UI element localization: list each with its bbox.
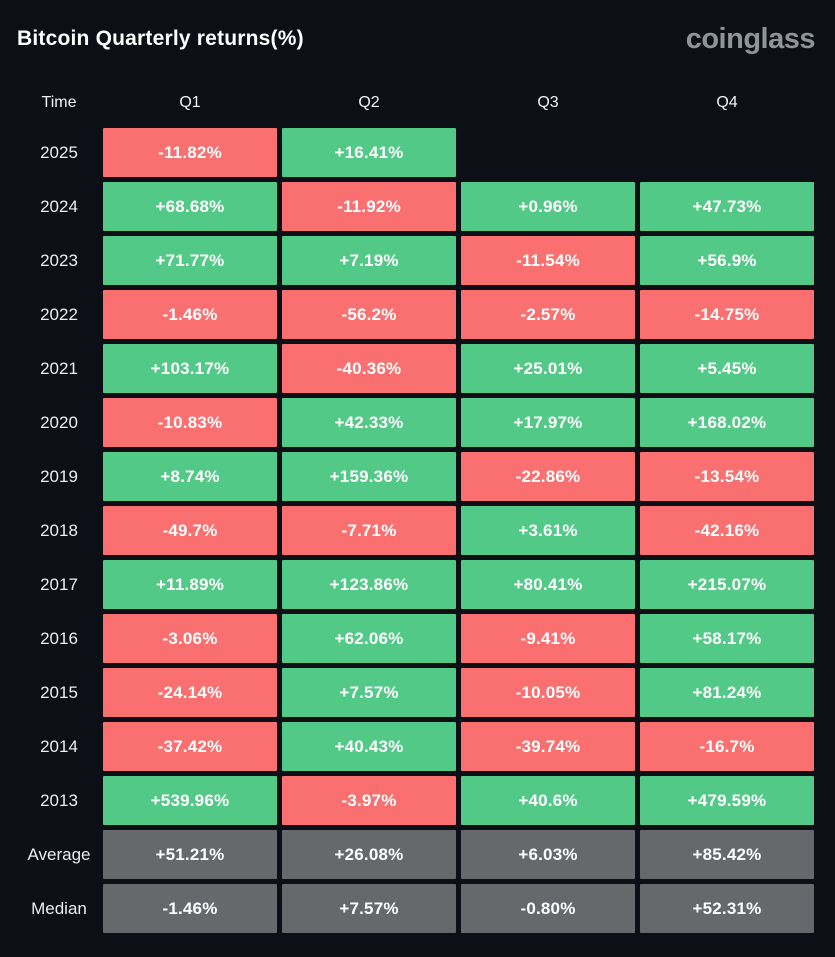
return-cell-2023-q1: +71.77% — [103, 236, 277, 285]
return-cell-2018-q2: -7.71% — [282, 506, 456, 555]
return-cell-2022-q4: -14.75% — [640, 290, 814, 339]
return-cell-2020-q4: +168.02% — [640, 398, 814, 447]
return-cell-2014-q1: -37.42% — [103, 722, 277, 771]
return-cell-2024-q2: -11.92% — [282, 182, 456, 231]
row-label-2021: 2021 — [40, 358, 78, 378]
return-cell-2013-q3: +40.6% — [461, 776, 635, 825]
return-cell-2019-q1: +8.74% — [103, 452, 277, 501]
return-cell-2023-q3: -11.54% — [461, 236, 635, 285]
title-bar: Bitcoin Quarterly returns(%) coinglass — [0, 0, 835, 62]
return-cell-2016-q4: +58.17% — [640, 614, 814, 663]
row-label-2019: 2019 — [40, 466, 78, 486]
return-cell-2022-q3: -2.57% — [461, 290, 635, 339]
return-cell-2017-q4: +215.07% — [640, 560, 814, 609]
return-cell-2025-q2: +16.41% — [282, 128, 456, 177]
column-header-q3: Q3 — [537, 94, 559, 111]
return-cell-2024-q1: +68.68% — [103, 182, 277, 231]
return-cell-2023-q4: +56.9% — [640, 236, 814, 285]
return-cell-median-q2: +7.57% — [282, 884, 456, 933]
row-label-2022: 2022 — [40, 304, 78, 324]
return-cell-average-q2: +26.08% — [282, 830, 456, 879]
return-cell-2025-q1: -11.82% — [103, 128, 277, 177]
return-cell-average-q1: +51.21% — [103, 830, 277, 879]
return-cell-2022-q2: -56.2% — [282, 290, 456, 339]
return-cell-2016-q3: -9.41% — [461, 614, 635, 663]
return-cell-2014-q2: +40.43% — [282, 722, 456, 771]
return-cell-2015-q4: +81.24% — [640, 668, 814, 717]
row-label-2025: 2025 — [40, 142, 78, 162]
return-cell-2021-q3: +25.01% — [461, 344, 635, 393]
row-label-average: Average — [27, 844, 91, 864]
empty-cell-2025-q4 — [640, 128, 814, 177]
return-cell-2018-q3: +3.61% — [461, 506, 635, 555]
return-cell-2019-q3: -22.86% — [461, 452, 635, 501]
return-cell-2021-q4: +5.45% — [640, 344, 814, 393]
return-cell-2024-q3: +0.96% — [461, 182, 635, 231]
return-cell-2021-q1: +103.17% — [103, 344, 277, 393]
page-title: Bitcoin Quarterly returns(%) — [17, 27, 304, 50]
return-cell-average-q4: +85.42% — [640, 830, 814, 879]
column-header-q1: Q1 — [179, 94, 201, 111]
return-cell-2019-q2: +159.36% — [282, 452, 456, 501]
empty-cell-2025-q3 — [461, 128, 635, 177]
return-cell-2015-q3: -10.05% — [461, 668, 635, 717]
column-header-row: Time Q1 Q2 Q3 Q4 — [0, 84, 814, 122]
return-cell-median-q3: -0.80% — [461, 884, 635, 933]
row-label-2017: 2017 — [40, 574, 78, 594]
return-cell-2018-q1: -49.7% — [103, 506, 277, 555]
return-cell-2015-q1: -24.14% — [103, 668, 277, 717]
return-cell-2016-q2: +62.06% — [282, 614, 456, 663]
return-cell-2014-q3: -39.74% — [461, 722, 635, 771]
row-label-2023: 2023 — [40, 250, 78, 270]
column-header-q4: Q4 — [716, 94, 738, 111]
return-cell-2016-q1: -3.06% — [103, 614, 277, 663]
return-cell-2024-q4: +47.73% — [640, 182, 814, 231]
row-label-2024: 2024 — [40, 196, 78, 216]
row-label-2013: 2013 — [40, 790, 78, 810]
return-cell-2013-q2: -3.97% — [282, 776, 456, 825]
row-label-2016: 2016 — [40, 628, 78, 648]
return-cell-2017-q3: +80.41% — [461, 560, 635, 609]
returns-grid: 2025 -11.82% +16.41% 2024 +68.68% -11.92% +0.9… — [0, 128, 814, 933]
return-cell-2013-q4: +479.59% — [640, 776, 814, 825]
return-cell-2017-q2: +123.86% — [282, 560, 456, 609]
return-cell-2023-q2: +7.19% — [282, 236, 456, 285]
return-cell-2014-q4: -16.7% — [640, 722, 814, 771]
return-cell-2019-q4: -13.54% — [640, 452, 814, 501]
return-cell-2017-q1: +11.89% — [103, 560, 277, 609]
return-cell-2020-q2: +42.33% — [282, 398, 456, 447]
column-header-time: Time — [41, 94, 77, 111]
return-cell-2020-q3: +17.97% — [461, 398, 635, 447]
coinglass-logo[interactable]: coinglass — [685, 22, 816, 55]
column-header-q2: Q2 — [358, 94, 380, 111]
return-cell-2018-q4: -42.16% — [640, 506, 814, 555]
return-cell-median-q1: -1.46% — [103, 884, 277, 933]
row-label-median: Median — [31, 898, 87, 918]
return-cell-median-q4: +52.31% — [640, 884, 814, 933]
return-cell-2021-q2: -40.36% — [282, 344, 456, 393]
return-cell-average-q3: +6.03% — [461, 830, 635, 879]
return-cell-2020-q1: -10.83% — [103, 398, 277, 447]
row-label-2018: 2018 — [40, 520, 78, 540]
return-cell-2015-q2: +7.57% — [282, 668, 456, 717]
row-label-2015: 2015 — [40, 682, 78, 702]
return-cell-2013-q1: +539.96% — [103, 776, 277, 825]
row-label-2014: 2014 — [40, 736, 78, 756]
row-label-2020: 2020 — [40, 412, 78, 432]
return-cell-2022-q1: -1.46% — [103, 290, 277, 339]
